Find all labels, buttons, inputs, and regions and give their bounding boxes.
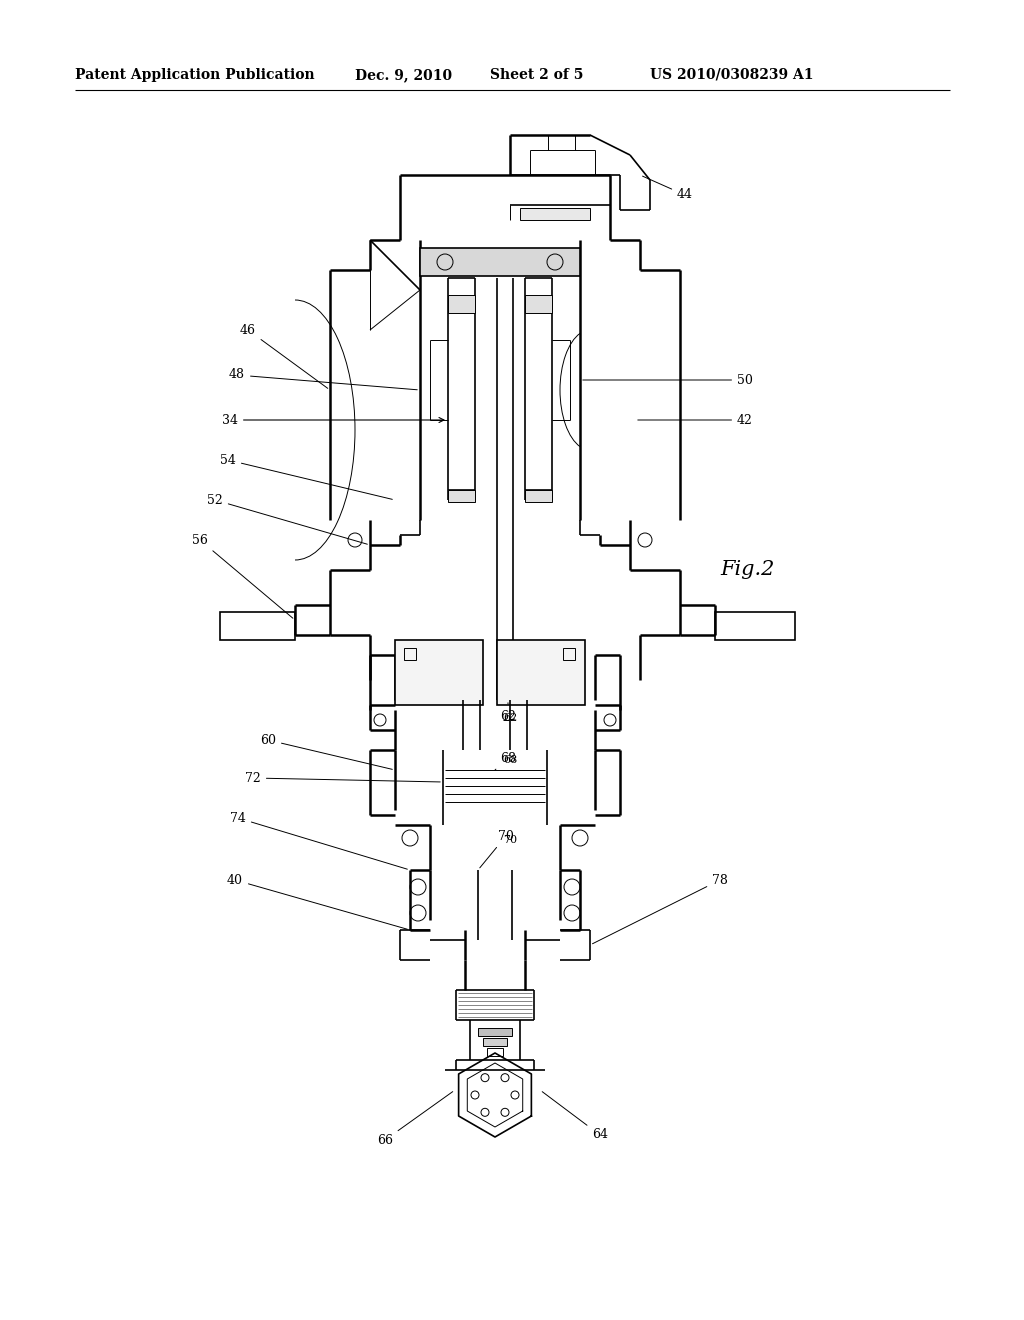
Bar — [525, 490, 552, 502]
Text: 64: 64 — [543, 1092, 608, 1142]
Text: 66: 66 — [377, 1092, 453, 1147]
Bar — [478, 1028, 512, 1036]
Text: 68: 68 — [495, 751, 516, 770]
Bar — [449, 490, 475, 502]
Text: 62: 62 — [503, 713, 517, 723]
Bar — [395, 640, 483, 705]
Text: 70: 70 — [503, 836, 517, 845]
Text: 70: 70 — [480, 829, 514, 867]
Text: Sheet 2 of 5: Sheet 2 of 5 — [490, 69, 584, 82]
Text: 60: 60 — [260, 734, 392, 770]
Text: 74: 74 — [230, 812, 408, 869]
Bar — [525, 294, 552, 313]
Text: 50: 50 — [583, 374, 753, 387]
Text: 56: 56 — [193, 533, 293, 618]
Text: 46: 46 — [240, 323, 328, 388]
Text: 52: 52 — [207, 494, 368, 544]
Bar — [420, 248, 580, 276]
Bar — [497, 640, 585, 705]
Bar — [563, 648, 575, 660]
Text: 40: 40 — [227, 874, 408, 929]
Bar — [520, 209, 590, 220]
Text: Dec. 9, 2010: Dec. 9, 2010 — [355, 69, 453, 82]
Text: 68: 68 — [503, 755, 517, 766]
Text: 78: 78 — [593, 874, 728, 944]
Bar — [715, 612, 795, 640]
Bar — [220, 612, 295, 640]
Bar — [404, 648, 416, 660]
Bar — [483, 1038, 507, 1045]
Text: US 2010/0308239 A1: US 2010/0308239 A1 — [650, 69, 813, 82]
Text: 62: 62 — [500, 702, 516, 722]
Text: 54: 54 — [220, 454, 392, 499]
Bar — [487, 1048, 503, 1056]
Text: 42: 42 — [638, 413, 753, 426]
Text: 72: 72 — [245, 771, 440, 784]
Bar — [449, 294, 475, 313]
Text: 44: 44 — [642, 176, 693, 202]
Text: 34: 34 — [222, 413, 444, 426]
Text: Fig.2: Fig.2 — [720, 560, 774, 579]
Text: Patent Application Publication: Patent Application Publication — [75, 69, 314, 82]
Text: 48: 48 — [229, 368, 417, 389]
